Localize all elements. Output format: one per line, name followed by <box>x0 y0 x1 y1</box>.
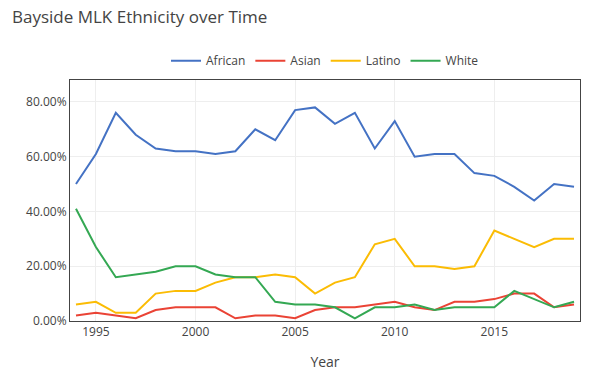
svg-text:1995: 1995 <box>82 323 110 340</box>
svg-text:2015: 2015 <box>481 323 509 340</box>
svg-text:0.00%: 0.00% <box>33 312 67 329</box>
svg-text:2000: 2000 <box>182 323 210 340</box>
svg-text:Year: Year <box>310 352 339 371</box>
svg-text:20.00%: 20.00% <box>26 257 67 274</box>
svg-text:40.00%: 40.00% <box>26 203 67 220</box>
svg-text:2010: 2010 <box>381 323 409 340</box>
svg-text:2005: 2005 <box>281 323 309 340</box>
svg-text:African: African <box>206 52 245 69</box>
svg-text:Latino: Latino <box>366 52 401 69</box>
svg-text:Bayside MLK Ethnicity over Tim: Bayside MLK Ethnicity over Time <box>12 5 267 28</box>
svg-text:Asian: Asian <box>290 52 320 69</box>
svg-text:White: White <box>446 52 479 69</box>
svg-text:80.00%: 80.00% <box>26 93 67 110</box>
svg-text:60.00%: 60.00% <box>26 148 67 165</box>
